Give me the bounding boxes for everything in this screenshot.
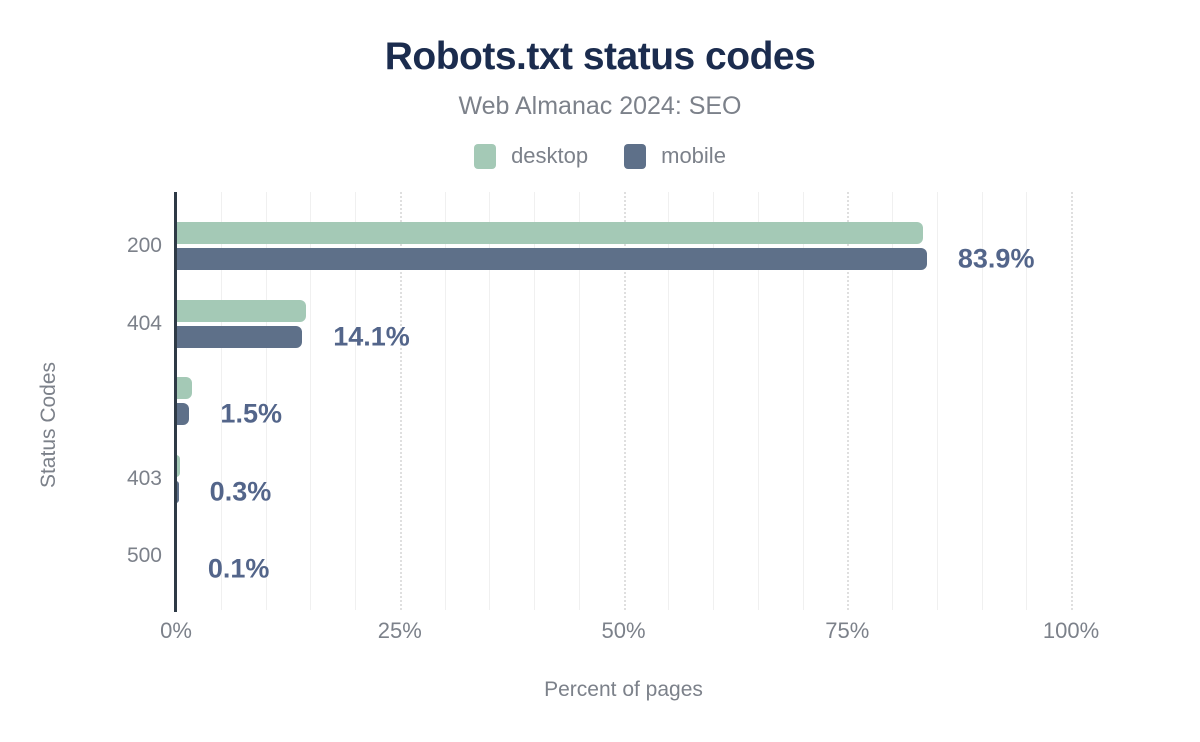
gridline-minor — [444, 192, 446, 610]
value-label-403: 0.3% — [209, 476, 272, 507]
gridline-minor — [936, 192, 938, 610]
legend-item-mobile: mobile — [624, 143, 726, 169]
gridline-minor — [310, 192, 312, 610]
gridline-major — [847, 192, 850, 610]
legend-label-desktop: desktop — [511, 143, 589, 168]
chart-subtitle: Web Almanac 2024: SEO — [458, 92, 742, 120]
bar-mobile-403 — [176, 480, 179, 503]
gridline-minor — [757, 192, 759, 610]
bar-mobile-404 — [176, 325, 303, 348]
gridline-minor — [578, 192, 580, 610]
chart-title: Robots.txt status codes — [384, 35, 816, 78]
gridline-minor — [265, 192, 267, 610]
gridline-major — [399, 192, 402, 610]
gridline-minor — [1026, 192, 1028, 610]
gridline-minor — [668, 192, 670, 610]
gridline-minor — [534, 192, 535, 610]
x-axis-title: Percent of pages — [544, 678, 703, 701]
legend: desktop mobile — [0, 143, 1200, 169]
legend-swatch-mobile-icon — [624, 143, 647, 169]
x-axis-ticks: 0% 25% 50% 75% 100% — [160, 618, 1099, 646]
gridline-minor — [489, 192, 491, 610]
bar-desktop-404 — [176, 299, 306, 322]
legend-label-mobile: mobile — [661, 143, 726, 168]
x-tick-25: 25% — [377, 618, 422, 643]
category-label-200: 200 — [126, 234, 162, 257]
bar-desktop-blank — [176, 377, 193, 400]
gridline-minor — [802, 192, 804, 610]
y-axis-line — [174, 192, 177, 612]
value-label-500: 0.1% — [207, 553, 270, 584]
x-tick-75: 75% — [825, 618, 870, 643]
gridline-minor — [981, 192, 983, 610]
plot-area: 200 83.9% 404 14.1% 1.5% 403 0.3% 500 0.1% — [127, 192, 1073, 612]
legend-swatch-desktop-icon — [474, 143, 497, 169]
gridline-minor — [892, 192, 893, 610]
legend-item-desktop: desktop — [474, 143, 588, 169]
value-label-blank: 1.5% — [220, 398, 282, 429]
value-label-404: 14.1% — [333, 321, 410, 352]
bar-mobile-200 — [176, 248, 927, 270]
category-label-404: 404 — [126, 311, 162, 335]
x-tick-0: 0% — [160, 618, 192, 643]
x-tick-50: 50% — [601, 618, 646, 643]
gridline-minor — [220, 192, 222, 610]
bar-mobile-blank — [176, 403, 190, 426]
gridline-major — [623, 192, 626, 610]
value-label-200: 83.9% — [957, 243, 1035, 274]
category-label-403: 403 — [126, 466, 162, 490]
x-tick-100: 100% — [1042, 618, 1100, 643]
bar-desktop-200 — [176, 222, 924, 244]
category-label-500: 500 — [126, 544, 162, 568]
bar-desktop-403 — [176, 454, 180, 477]
gridline-major — [1071, 192, 1073, 610]
gridline-minor — [713, 192, 714, 610]
gridline-minor — [355, 192, 356, 610]
